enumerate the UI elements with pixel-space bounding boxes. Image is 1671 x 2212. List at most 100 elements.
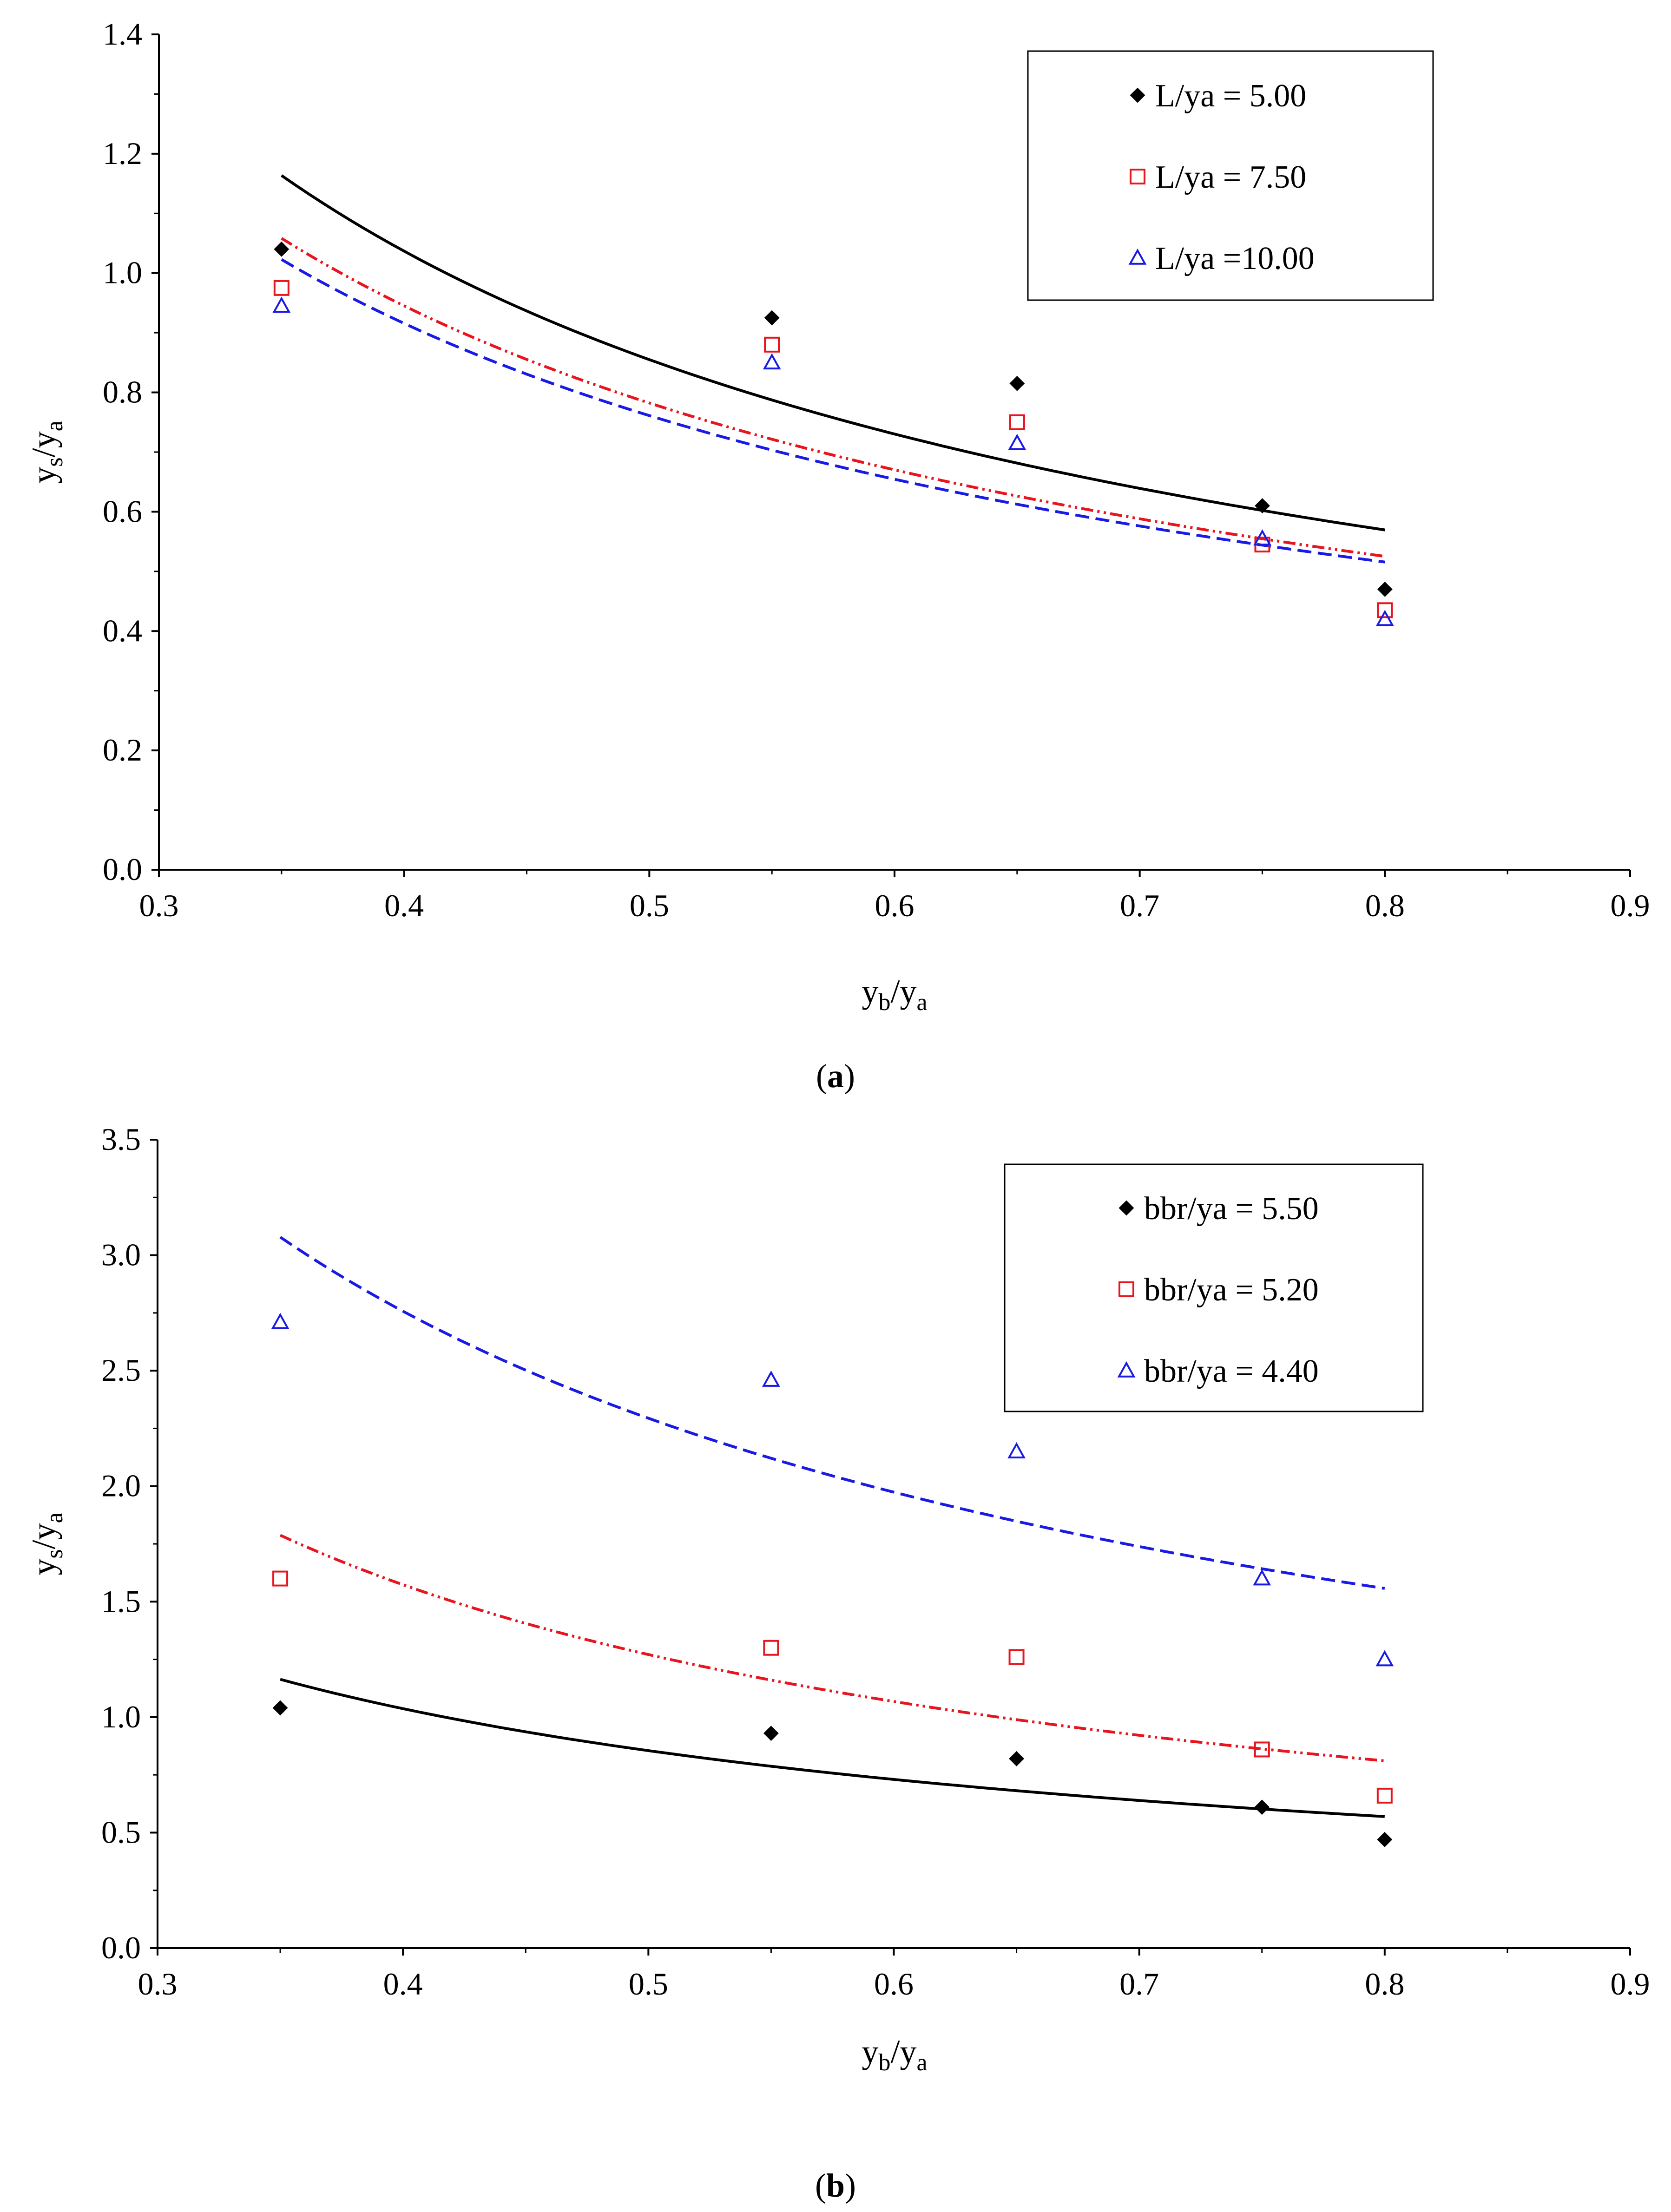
fit-curve-line	[281, 174, 1385, 532]
y-tick-label: 0.5	[101, 1814, 141, 1850]
legend-marker-triangle	[1117, 1361, 1136, 1378]
data-point-square	[272, 1570, 289, 1587]
data-point-triangle	[272, 296, 291, 313]
y-tick-label: 3.5	[101, 1122, 141, 1157]
chart-panel-a: 0.0 0.2 0.4 0.6 0.8 1.0 1.2 1.4 0.3 0.4 0.5 0.6 0.7…	[25, 16, 1650, 1095]
legend-marker-diamond	[1118, 1200, 1134, 1216]
y-axis-title: ys/ya	[25, 420, 68, 483]
legend-label: L/ya = 7.50	[1155, 159, 1306, 195]
data-point-square	[1008, 1649, 1025, 1665]
x-tick-label: 0.9	[1611, 888, 1650, 923]
x-ticks: 0.3 0.4 0.5 0.6 0.7 0.8 0.9	[138, 1948, 1650, 2002]
data-point-square	[1254, 1741, 1270, 1758]
legend: L/ya = 5.00 L/ya = 7.50 L/ya =10.00	[1027, 50, 1434, 301]
data-point-triangle	[763, 353, 781, 370]
legend-entry: L/ya = 7.50	[1130, 159, 1306, 195]
y-axis-title: ys/ya	[25, 1512, 68, 1575]
data-point-diamond	[1377, 1831, 1393, 1847]
legend-label: L/ya = 5.00	[1155, 78, 1306, 114]
legend-entry: L/ya = 5.00	[1130, 78, 1306, 114]
data-point-triangle	[1008, 433, 1026, 450]
data-point-triangle	[1253, 1569, 1271, 1586]
data-point-square	[763, 1640, 779, 1656]
caption-a: (a)	[816, 1057, 855, 1095]
fit-curve-line	[281, 258, 1385, 564]
y-tick-label: 1.4	[103, 16, 142, 52]
legend-symbol-diamond	[1130, 87, 1145, 103]
chart-panel-b: 0.0 0.5 1.0 1.5 2.0 2.5 3.0 3.5 0.3 0.4 0.5 0.6 0.7…	[25, 1122, 1650, 2204]
legend-entry: bbr/ya = 4.40	[1117, 1353, 1319, 1389]
legend-marker-triangle	[1128, 248, 1147, 265]
data-point-diamond	[1255, 498, 1270, 513]
x-tick-label: 0.4	[383, 1966, 423, 2002]
x-axis-title: yb/ya	[862, 2033, 927, 2076]
x-tick-label: 0.3	[138, 1966, 178, 2002]
legend-marker-square	[1118, 1281, 1134, 1297]
legend-label: bbr/ya = 4.40	[1144, 1353, 1319, 1389]
x-tick-label: 0.7	[1120, 888, 1159, 923]
legend: bbr/ya = 5.50 bbr/ya = 5.20 bbr/ya = 4.4…	[1004, 1163, 1424, 1412]
data-point-square	[1377, 602, 1393, 618]
legend-label: bbr/ya = 5.20	[1144, 1272, 1319, 1308]
data-point-diamond	[1009, 1751, 1024, 1766]
data-point-diamond	[1009, 375, 1025, 391]
y-ticks: 0.0 0.5 1.0 1.5 2.0 2.5 3.0 3.5	[101, 1122, 158, 1965]
y-tick-label: 0.0	[101, 1930, 141, 1965]
data-point-triangle	[271, 1313, 289, 1329]
data-point-diamond	[764, 310, 780, 326]
data-markers	[272, 241, 1394, 626]
data-point-diamond	[763, 1726, 779, 1741]
legend-symbol-triangle	[1117, 1361, 1136, 1378]
x-tick-label: 0.6	[875, 888, 914, 923]
data-point-triangle	[1375, 1650, 1394, 1667]
x-tick-label: 0.9	[1611, 1966, 1650, 2002]
legend-symbol-square	[1130, 169, 1145, 184]
fit-curves	[281, 174, 1385, 564]
caption-b: (b)	[815, 2167, 856, 2204]
legend-entry: L/ya =10.00	[1128, 241, 1315, 276]
y-tick-label: 3.0	[101, 1237, 141, 1273]
y-tick-label: 0.8	[103, 374, 142, 410]
data-point-diamond	[1254, 1799, 1270, 1815]
legend-marker-square	[1130, 169, 1145, 184]
legend-symbol-square	[1118, 1281, 1134, 1297]
fit-curve-line	[279, 1534, 1385, 1762]
data-markers	[271, 1313, 1394, 1847]
legend-label: L/ya =10.00	[1155, 241, 1315, 276]
x-axis-title: yb/ya	[862, 973, 927, 1016]
legend-entry: bbr/ya = 5.20	[1118, 1272, 1319, 1308]
x-tick-label: 0.5	[630, 888, 669, 923]
data-point-triangle	[762, 1370, 780, 1387]
legend-symbol-triangle	[1128, 248, 1147, 265]
y-tick-label: 0.0	[103, 852, 142, 887]
y-tick-label: 1.0	[101, 1699, 141, 1734]
x-tick-label: 0.5	[629, 1966, 668, 2002]
y-tick-label: 1.0	[103, 255, 142, 290]
y-ticks: 0.0 0.2 0.4 0.6 0.8 1.0 1.2 1.4	[103, 16, 159, 887]
y-tick-label: 2.0	[101, 1468, 141, 1503]
data-point-diamond	[272, 1700, 288, 1716]
fit-curve-line	[279, 1236, 1385, 1590]
y-tick-label: 0.4	[103, 613, 142, 648]
data-point-triangle	[1375, 610, 1394, 626]
legend-box	[1027, 50, 1434, 301]
data-point-diamond	[1377, 581, 1393, 597]
legend-entry: bbr/ya = 5.50	[1118, 1191, 1319, 1227]
data-point-triangle	[1007, 1442, 1026, 1458]
y-tick-label: 2.5	[101, 1352, 141, 1388]
x-tick-label: 0.8	[1365, 1966, 1404, 2002]
x-tick-label: 0.4	[384, 888, 424, 923]
x-ticks: 0.3 0.4 0.5 0.6 0.7 0.8 0.9	[139, 870, 1650, 923]
legend-marker-diamond	[1130, 87, 1145, 103]
y-tick-label: 1.5	[101, 1583, 141, 1619]
data-point-square	[1009, 414, 1025, 430]
fit-curves	[279, 1236, 1385, 1818]
x-tick-label: 0.3	[139, 888, 179, 923]
data-point-square	[764, 336, 780, 353]
data-point-diamond	[274, 241, 289, 257]
y-tick-label: 0.2	[103, 732, 142, 768]
fit-curve-line	[281, 237, 1385, 558]
data-point-square	[1376, 1787, 1393, 1804]
x-tick-label: 0.7	[1119, 1966, 1159, 2002]
